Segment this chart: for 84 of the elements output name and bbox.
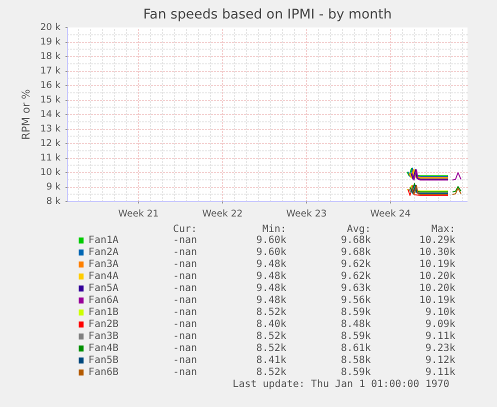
legend-label: Fan3B [88, 331, 119, 342]
text: -nan [172, 247, 198, 258]
legend-label: Fan6A [88, 295, 119, 306]
text: -nan [172, 235, 198, 246]
text: 8.40k [256, 319, 286, 330]
text: 8.59k [340, 367, 371, 378]
text: 9.68k [340, 235, 371, 246]
text: 8.58k [340, 355, 371, 366]
text: 8.41k [256, 355, 286, 366]
text: 10.30k [419, 247, 456, 258]
y-tick-label: 8 k [46, 196, 62, 207]
text: -nan [172, 295, 198, 306]
y-tick-label: 12 k [40, 138, 62, 149]
legend-label: Fan4B [88, 343, 119, 354]
legend-label: Fan2B [88, 319, 119, 330]
text: 9.48k [256, 295, 286, 306]
text: -nan [172, 343, 198, 354]
text: -nan [172, 307, 198, 318]
text: 9.56k [340, 295, 371, 306]
text: 8.52k [256, 331, 286, 342]
text: 9.48k [256, 259, 286, 270]
y-tick-label: 10 k [40, 167, 62, 178]
text: 8.48k [340, 319, 371, 330]
text: 9.09k [425, 319, 456, 330]
text: 8.59k [340, 331, 371, 342]
x-tick-label: Week 24 [370, 208, 411, 220]
y-tick-label: 9 k [46, 182, 62, 192]
text: Last update: Thu Jan 1 01:00:00 1970 [232, 379, 450, 390]
text: 8.52k [256, 367, 286, 378]
text: 9.10k [425, 307, 456, 318]
y-tick-label: 13 k [40, 124, 62, 134]
text: 10.29k [419, 235, 456, 246]
text: Max: [431, 224, 456, 235]
text: Cur: [172, 224, 198, 235]
text: 10.19k [419, 295, 456, 306]
text: 10.20k [419, 271, 456, 282]
text: 8.61k [340, 343, 371, 354]
legend-label: Fan1A [88, 235, 119, 246]
y-tick-label: 19 k [40, 36, 62, 48]
text: 9.60k [256, 235, 286, 246]
text: 9.68k [340, 247, 371, 258]
text: 8.52k [256, 307, 286, 318]
legend-label: Fan6B [88, 367, 119, 378]
text: 9.48k [256, 271, 286, 282]
y-tick-label: 11 k [40, 152, 62, 164]
text: 8.52k [256, 343, 286, 354]
text: 9.63k [340, 283, 371, 294]
y-tick-label: 15 k [40, 94, 62, 106]
text: 10.20k [419, 283, 456, 294]
text: 10.19k [419, 259, 456, 270]
text: 9.23k [425, 343, 456, 354]
x-tick-label: Week 21 [118, 208, 159, 220]
text: 9.11k [425, 367, 456, 378]
y-axis-title: RPM or % [19, 89, 32, 140]
y-tick-label: 14 k [40, 109, 62, 120]
chart-title: Fan speeds based on IPMI - by month [143, 8, 392, 22]
x-tick-label: Week 23 [286, 208, 327, 220]
y-tick-label: 16 k [40, 80, 62, 91]
x-tick-label: Week 22 [202, 208, 243, 220]
y-tick-label: 17 k [40, 66, 62, 76]
text: -nan [172, 355, 198, 366]
text: -nan [172, 271, 198, 282]
legend-label: Fan4A [88, 271, 119, 282]
text: 9.62k [340, 259, 371, 270]
legend-label: Fan2A [88, 247, 119, 258]
legend-label: Fan3A [88, 259, 119, 270]
text: 9.11k [425, 331, 456, 342]
text: 9.62k [340, 271, 371, 282]
legend-label: Fan1B [88, 307, 119, 318]
text: 9.12k [425, 355, 456, 366]
y-tick-label: 20 k [40, 22, 62, 33]
text: -nan [172, 319, 198, 330]
text: -nan [172, 283, 198, 294]
text: 9.48k [256, 283, 286, 294]
text: -nan [172, 259, 198, 270]
legend-label: Fan5A [88, 283, 119, 294]
text: -nan [172, 367, 198, 378]
text: Min: [262, 224, 286, 235]
y-tick-label: 18 k [40, 51, 62, 62]
text: -nan [172, 331, 198, 342]
text: 8.59k [340, 307, 371, 318]
legend-label: Fan5B [88, 355, 119, 366]
text: Avg: [346, 224, 371, 235]
text: 9.60k [256, 247, 286, 258]
